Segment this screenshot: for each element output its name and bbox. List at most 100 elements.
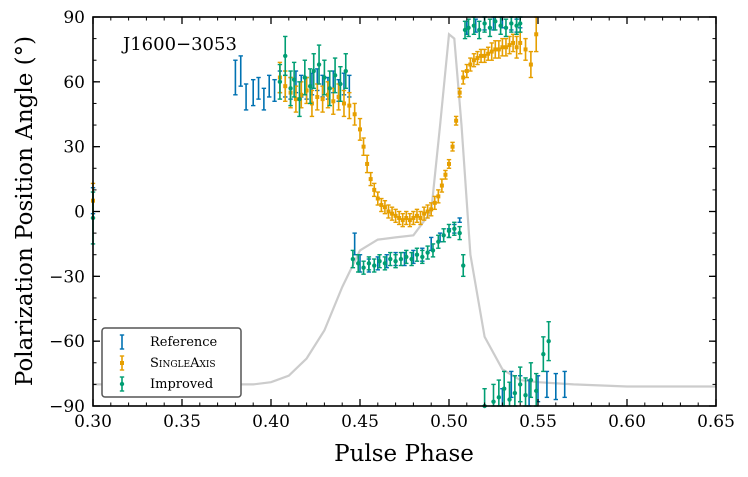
improved-point <box>414 247 420 262</box>
improved-point <box>446 223 452 239</box>
singleaxis-marker <box>320 97 325 102</box>
legend-marker-improved <box>119 376 125 392</box>
improved-point <box>277 63 283 100</box>
improved-marker <box>366 261 372 266</box>
improved-point <box>425 245 430 260</box>
improved-point <box>546 321 551 362</box>
improved-marker <box>288 86 293 91</box>
improved-point <box>436 234 441 249</box>
singleaxis-point <box>411 210 416 226</box>
improved-marker <box>446 228 452 234</box>
singleaxis-marker <box>450 144 455 149</box>
x-tick-label: 0.30 <box>74 412 112 432</box>
legend-entry-improved: Improved <box>119 376 213 392</box>
improved-marker <box>501 386 507 391</box>
improved-marker <box>471 23 477 28</box>
y-tick-label: −60 <box>49 332 85 352</box>
singleaxis-point <box>457 87 462 98</box>
improved-marker <box>382 261 388 266</box>
singleaxis-marker <box>414 213 419 218</box>
singleaxis-marker <box>489 49 494 54</box>
improved-marker <box>498 23 503 28</box>
singleaxis-marker <box>429 207 434 212</box>
singleaxis-point <box>352 102 357 126</box>
reference-point <box>238 55 243 87</box>
x-axis-title: Pulse Phase <box>334 441 474 467</box>
improved-marker <box>409 256 414 262</box>
singleaxis-marker <box>518 40 523 45</box>
singleaxis-point <box>421 206 427 221</box>
singleaxis-marker <box>464 69 469 74</box>
improved-marker <box>277 79 283 85</box>
reference-point <box>256 76 261 100</box>
improved-point <box>441 228 446 243</box>
singleaxis-marker <box>390 211 395 216</box>
improved-marker <box>316 62 322 67</box>
singleaxis-marker <box>457 90 462 95</box>
improved-point <box>457 225 462 241</box>
singleaxis-marker <box>372 187 377 192</box>
legend-label-singleaxis: SingleAxis <box>150 356 216 371</box>
improved-marker <box>441 233 446 238</box>
legend-square-marker <box>120 361 124 365</box>
improved-point <box>307 68 313 105</box>
singleaxis-point <box>414 208 420 224</box>
singleaxis-marker <box>400 218 405 223</box>
y-tick-label: 0 <box>74 203 85 223</box>
improved-marker <box>461 263 466 268</box>
singleaxis-marker <box>425 209 430 214</box>
improved-marker <box>291 77 297 82</box>
singleaxis-marker <box>500 45 505 50</box>
singleaxis-marker <box>511 40 516 45</box>
x-tick-label: 0.65 <box>697 412 735 432</box>
improved-marker <box>514 23 519 28</box>
singleaxis-point <box>446 158 452 169</box>
singleaxis-marker <box>454 118 459 123</box>
legend: Reference SingleAxis Improved <box>101 327 242 398</box>
improved-point <box>398 251 404 267</box>
ticks-layer: 0.30 0.35 0.40 0.45 0.50 0.55 0.60 0.65 90 60 30 0 −… <box>49 8 735 432</box>
improved-point <box>302 59 308 96</box>
improved-point <box>541 336 546 373</box>
singleaxis-marker <box>331 99 336 104</box>
improved-marker <box>297 96 302 102</box>
singleaxis-marker <box>382 205 387 210</box>
legend-marker-singleaxis <box>119 355 125 371</box>
singleaxis-marker <box>299 92 304 97</box>
reference-point <box>457 217 462 224</box>
singleaxis-marker <box>365 161 370 166</box>
singleaxis-marker <box>418 215 423 220</box>
singleaxis-point <box>389 206 395 221</box>
singleaxis-marker <box>482 53 487 58</box>
improved-marker <box>452 226 457 231</box>
singleaxis-point <box>347 91 352 120</box>
reference-point <box>233 59 238 96</box>
improved-point <box>523 377 528 407</box>
legend-label-improved: Improved <box>150 377 213 392</box>
singleaxis-point <box>514 35 519 59</box>
singleaxis-marker <box>315 94 320 99</box>
series-improved <box>90 16 551 409</box>
improved-marker <box>462 27 468 33</box>
improved-marker <box>457 230 462 236</box>
singleaxis-point <box>485 46 491 61</box>
singleaxis-marker <box>443 172 448 177</box>
improved-point <box>332 57 338 94</box>
improved-marker <box>388 256 393 262</box>
singleaxis-point <box>429 202 434 217</box>
singleaxis-marker <box>523 47 528 52</box>
improved-marker <box>338 81 343 87</box>
improved-marker <box>482 21 487 26</box>
singleaxis-marker <box>283 84 288 89</box>
singleaxis-marker <box>404 215 409 220</box>
improved-marker <box>425 250 430 255</box>
improved-marker <box>487 25 493 31</box>
improved-point <box>512 375 518 407</box>
singleaxis-marker <box>486 51 491 56</box>
improved-marker <box>372 263 377 268</box>
singleaxis-point <box>443 169 448 180</box>
reference-point <box>251 78 256 107</box>
reference-point <box>267 74 272 98</box>
singleaxis-marker <box>368 177 373 182</box>
